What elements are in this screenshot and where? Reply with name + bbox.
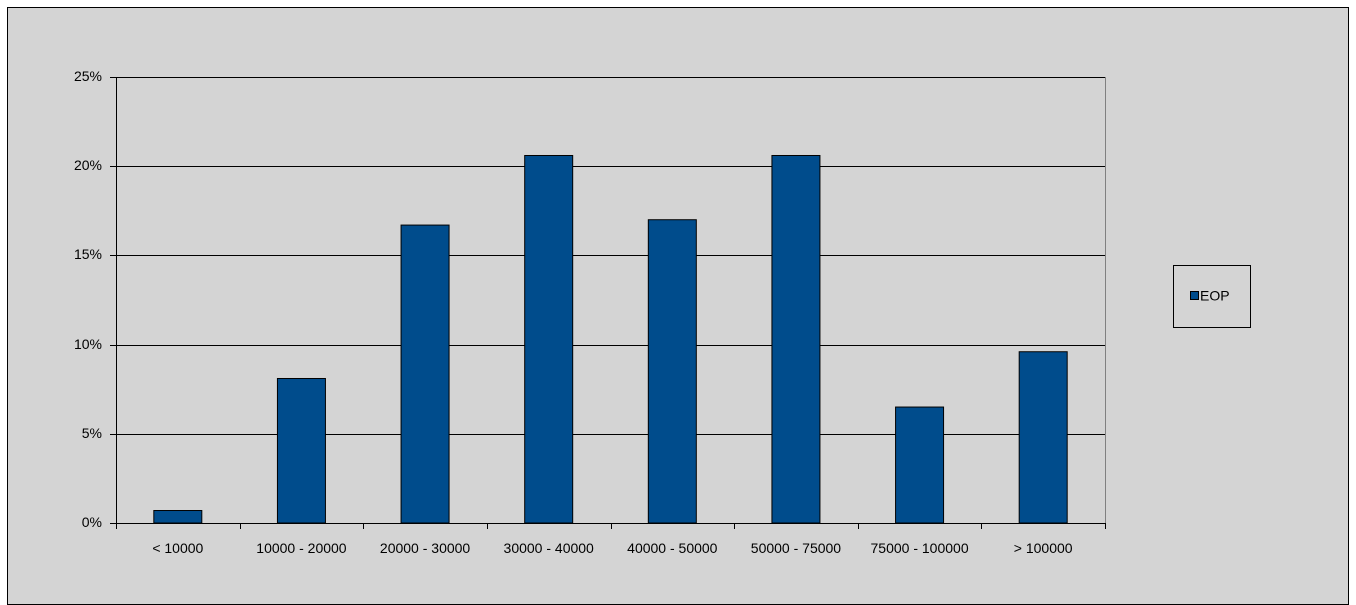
bar bbox=[400, 224, 450, 524]
x-tick-label: 75000 - 100000 bbox=[870, 540, 969, 556]
y-tick-label: 0% bbox=[82, 514, 102, 530]
x-tick-label: 20000 - 30000 bbox=[379, 540, 471, 556]
bar bbox=[276, 377, 326, 524]
y-tick-label: 5% bbox=[82, 425, 102, 441]
x-tick-label: 10000 - 20000 bbox=[256, 540, 347, 556]
bar bbox=[524, 154, 574, 524]
bar bbox=[153, 510, 203, 524]
bar bbox=[895, 406, 945, 524]
y-tick-label: 10% bbox=[74, 336, 102, 352]
x-tick-label: 30000 - 40000 bbox=[503, 540, 594, 556]
x-tick-label: < 10000 bbox=[152, 540, 204, 556]
legend-label: EOP bbox=[1200, 288, 1230, 304]
bar bbox=[1018, 351, 1068, 524]
bar bbox=[647, 219, 697, 524]
x-tick-label: 40000 - 50000 bbox=[627, 540, 718, 556]
y-tick-label: 15% bbox=[74, 246, 102, 262]
legend-box bbox=[1173, 265, 1251, 328]
bar bbox=[771, 154, 821, 524]
y-tick-label: 20% bbox=[74, 157, 102, 173]
x-tick-label: > 100000 bbox=[1013, 540, 1073, 556]
legend-swatch bbox=[1190, 291, 1199, 300]
x-tick-label: 50000 - 75000 bbox=[750, 540, 842, 556]
y-tick-label: 25% bbox=[74, 68, 102, 84]
